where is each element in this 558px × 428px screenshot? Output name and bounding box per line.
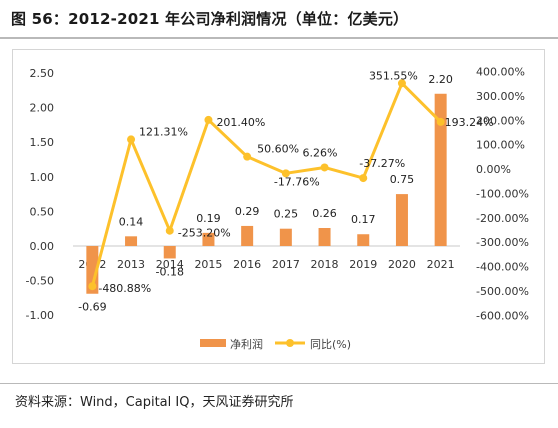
source-note: 资料来源：Wind，Capital IQ，天风证券研究所 — [15, 395, 294, 410]
x-tick-label: 2015 — [194, 258, 222, 271]
yoy-value-label: 351.55% — [369, 69, 418, 82]
yoy-value-label: 121.31% — [139, 125, 188, 138]
right-tick-label: -300.00% — [476, 236, 529, 249]
bar-value-label: 0.19 — [196, 212, 221, 225]
bar-value-label: 0.25 — [274, 208, 299, 221]
chart-title: 图 56：2012-2021 年公司净利润情况（单位：亿美元） — [11, 10, 409, 28]
yoy-point-2019 — [359, 174, 368, 183]
yoy-line-series — [88, 79, 445, 291]
x-tick-label: 2016 — [233, 258, 261, 271]
yoy-value-label: 6.26% — [303, 146, 338, 159]
x-axis-ticks: 2012201320142015201620172018201920202021 — [78, 258, 454, 271]
bar-2019 — [357, 234, 370, 246]
left-tick-label: 0.00 — [30, 240, 55, 253]
yoy-point-2014 — [165, 226, 174, 235]
yoy-value-label: -17.76% — [274, 175, 320, 188]
bar-value-label: -0.69 — [78, 301, 106, 314]
yoy-point-2013 — [127, 135, 136, 144]
chart-frame — [12, 49, 545, 364]
left-tick-label: -1.00 — [26, 309, 54, 322]
yoy-point-2015 — [204, 115, 213, 124]
bar-2013 — [125, 236, 138, 246]
source-divider — [0, 383, 558, 384]
legend: 净利润 同比(%) — [200, 337, 351, 351]
x-tick-label: 2013 — [117, 258, 145, 271]
bar-value-label: 2.20 — [428, 73, 453, 86]
x-tick-label: 2021 — [427, 258, 455, 271]
legend-net-profit: 净利润 — [230, 337, 263, 351]
title-divider — [0, 37, 558, 39]
yoy-value-label: 193.24% — [445, 116, 494, 129]
left-tick-label: 0.50 — [30, 205, 55, 218]
net-profit-bars — [86, 93, 447, 294]
bar-2018 — [318, 228, 331, 246]
legend-line-marker — [286, 339, 294, 347]
right-axis-ticks: 400.00% 300.00% 200.00% 100.00% 0.00% -100.00… — [476, 66, 529, 323]
bar-2020 — [395, 194, 408, 246]
yoy-labels: -480.88% 121.31% -253.20% 201.40% 50.60% -17.… — [98, 69, 493, 295]
right-tick-label: 0.00% — [476, 163, 511, 176]
right-tick-label: -600.00% — [476, 309, 529, 322]
bar-value-label: 0.75 — [390, 173, 415, 186]
right-tick-label: 100.00% — [476, 139, 525, 152]
left-tick-label: 2.50 — [30, 67, 55, 80]
bar-2017 — [279, 228, 292, 246]
yoy-point-2021 — [436, 117, 445, 126]
left-tick-label: -0.50 — [26, 275, 54, 288]
yoy-value-label: 50.60% — [257, 143, 299, 156]
bar-value-label: -0.18 — [156, 265, 184, 278]
bar-value-label: 0.17 — [351, 213, 376, 226]
left-axis-ticks: 2.50 2.00 1.50 1.00 0.50 0.00 -0.50 -1.00 — [26, 67, 54, 322]
bar-2016 — [241, 225, 254, 246]
x-tick-label: 2017 — [272, 258, 300, 271]
right-tick-label: 300.00% — [476, 90, 525, 103]
left-tick-label: 2.00 — [30, 102, 55, 115]
yoy-point-2018 — [320, 163, 329, 172]
bar-2015 — [202, 232, 215, 246]
right-tick-label: -100.00% — [476, 187, 529, 200]
x-tick-label: 2014 — [156, 258, 184, 271]
right-tick-label: 400.00% — [476, 66, 525, 79]
x-tick-label: 2020 — [388, 258, 416, 271]
left-tick-label: 1.00 — [30, 171, 55, 184]
yoy-value-label: -37.27% — [359, 157, 405, 170]
net-profit-labels: -0.69 0.14 -0.18 0.19 0.29 0.25 0.26 0.17 0.75 2.… — [78, 73, 453, 314]
right-tick-label: 200.00% — [476, 114, 525, 127]
bar-2014 — [163, 246, 176, 259]
yoy-point-2016 — [243, 152, 252, 161]
right-tick-label: -500.00% — [476, 285, 529, 298]
yoy-point-2020 — [397, 79, 406, 88]
bar-2021 — [434, 93, 447, 246]
x-tick-label: 2019 — [349, 258, 377, 271]
yoy-value-label: 201.40% — [216, 116, 265, 129]
yoy-line — [90, 81, 442, 287]
x-tick-label: 2018 — [311, 258, 339, 271]
bar-2012 — [86, 246, 99, 294]
legend-yoy: 同比(%) — [310, 338, 351, 351]
bar-value-label: 0.29 — [235, 205, 260, 218]
bar-value-label: 0.26 — [312, 207, 337, 220]
yoy-value-label: -253.20% — [178, 227, 231, 240]
yoy-point-2017 — [281, 169, 290, 178]
yoy-value-label: -480.88% — [98, 282, 151, 295]
yoy-point-2012 — [88, 282, 97, 291]
right-tick-label: -200.00% — [476, 212, 529, 225]
right-tick-label: -400.00% — [476, 261, 529, 274]
left-tick-label: 1.50 — [30, 136, 55, 149]
legend-bar-swatch — [200, 339, 226, 347]
bar-value-label: 0.14 — [119, 215, 144, 228]
